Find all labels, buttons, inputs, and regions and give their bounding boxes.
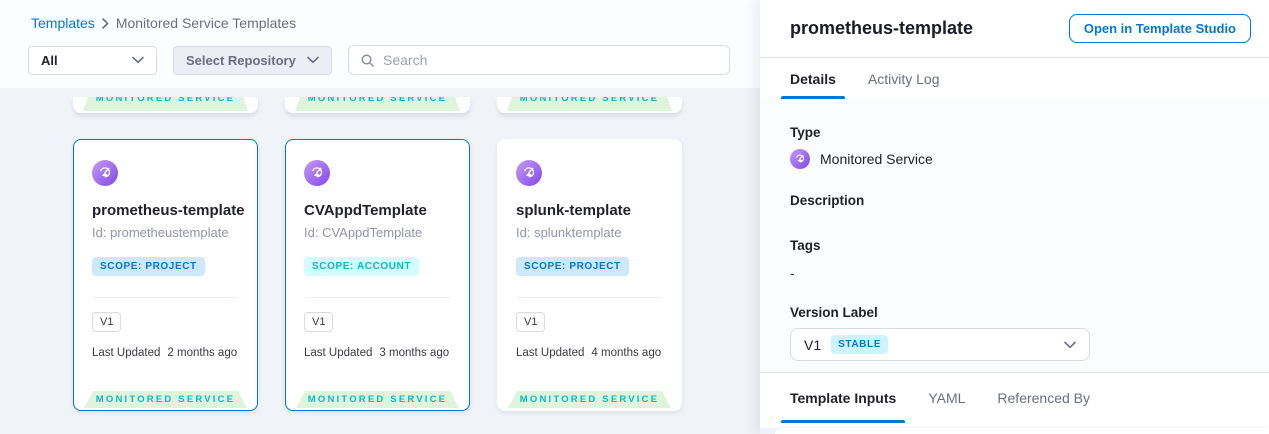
repository-filter-dropdown[interactable]: Select Repository xyxy=(173,45,332,75)
last-updated-value: 2 months ago xyxy=(167,347,238,359)
scope-badge: SCOPE: ACCOUNT xyxy=(304,257,420,276)
tab-activity-log[interactable]: Activity Log xyxy=(867,70,940,87)
chevron-right-icon xyxy=(102,17,109,29)
card-divider xyxy=(305,297,450,298)
version-select-dropdown[interactable]: V1 STABLE xyxy=(790,328,1090,361)
template-card-partial[interactable]: MONITORED SERVICE xyxy=(285,97,470,113)
last-updated: Last Updated 4 months ago xyxy=(516,347,663,359)
search-icon xyxy=(361,54,374,67)
tab-referenced-by[interactable]: Referenced By xyxy=(997,390,1091,406)
version-chip: V1 xyxy=(304,312,334,332)
breadcrumb-link-templates[interactable]: Templates xyxy=(31,15,95,31)
search-input[interactable] xyxy=(383,52,718,68)
card-title: CVAppdTemplate xyxy=(304,202,427,219)
stable-badge: STABLE xyxy=(831,335,888,354)
card-divider xyxy=(93,297,238,298)
card-footer-ribbon: MONITORED SERVICE xyxy=(507,97,672,111)
chevron-down-icon xyxy=(307,56,319,64)
panel-tabs: Details Activity Log xyxy=(760,58,1269,99)
template-card-cvappd[interactable]: CVAppdTemplate Id: CVAppdTemplate SCOPE:… xyxy=(285,139,470,411)
card-footer-ribbon: MONITORED SERVICE xyxy=(295,97,460,111)
template-details-panel: prometheus-template Open in Template Stu… xyxy=(760,0,1269,434)
last-updated-value: 4 months ago xyxy=(591,347,662,359)
tags-value: - xyxy=(790,265,795,281)
template-card-partial[interactable]: MONITORED SERVICE xyxy=(497,97,682,113)
card-footer-ribbon: MONITORED SERVICE xyxy=(508,391,671,408)
card-footer-ribbon: MONITORED SERVICE xyxy=(296,391,459,408)
monitored-service-icon xyxy=(92,160,118,186)
template-inputs-sheet xyxy=(775,428,1269,434)
panel-sub-tabs: Template Inputs YAML Referenced By xyxy=(760,373,1269,423)
last-updated-label: Last Updated xyxy=(304,347,373,359)
panel-header: prometheus-template Open in Template Stu… xyxy=(760,0,1269,58)
type-value-row: Monitored Service xyxy=(790,149,1239,169)
scope-badge: SCOPE: PROJECT xyxy=(92,257,205,276)
breadcrumb-current: Monitored Service Templates xyxy=(115,15,297,31)
card-title: splunk-template xyxy=(516,202,632,219)
template-card-partial[interactable]: MONITORED SERVICE xyxy=(73,97,258,113)
version-label: Version Label xyxy=(790,305,878,320)
tab-template-inputs[interactable]: Template Inputs xyxy=(780,373,906,423)
card-footer-ribbon: MONITORED SERVICE xyxy=(84,391,247,408)
last-updated: Last Updated 3 months ago xyxy=(304,347,451,359)
monitored-service-icon xyxy=(516,160,542,186)
monitored-service-icon xyxy=(304,160,330,186)
card-identifier: Id: prometheustemplate xyxy=(92,225,229,240)
template-card-prometheus[interactable]: prometheus-template Id: prometheustempla… xyxy=(73,139,258,411)
breadcrumb: Templates Monitored Service Templates xyxy=(31,15,296,31)
template-type-filter-value: All xyxy=(41,52,58,68)
card-title: prometheus-template xyxy=(92,202,245,219)
template-type-filter-dropdown[interactable]: All xyxy=(28,45,157,75)
tags-label: Tags xyxy=(790,238,821,253)
version-chip: V1 xyxy=(516,312,546,332)
description-label: Description xyxy=(790,193,865,208)
tab-details[interactable]: Details xyxy=(781,58,845,99)
templates-grid: MONITORED SERVICE MONITORED SERVICE MONI… xyxy=(0,88,760,434)
scope-badge: SCOPE: PROJECT xyxy=(516,257,629,276)
search-box[interactable] xyxy=(348,45,730,75)
list-header: Templates Monitored Service Templates Al… xyxy=(0,0,760,88)
type-value: Monitored Service xyxy=(820,151,933,167)
version-select-value: V1 xyxy=(804,336,822,353)
filter-bar: All Select Repository xyxy=(28,45,730,75)
details-content: Type Monitored Service Description Tags … xyxy=(760,99,1269,373)
last-updated-label: Last Updated xyxy=(516,347,585,359)
template-card-splunk[interactable]: splunk-template Id: splunktemplate SCOPE… xyxy=(497,139,682,411)
card-divider xyxy=(517,297,662,298)
panel-title: prometheus-template xyxy=(790,18,974,38)
card-footer-ribbon: MONITORED SERVICE xyxy=(83,97,248,111)
type-label: Type xyxy=(790,125,821,140)
last-updated-value: 3 months ago xyxy=(379,347,450,359)
monitored-service-icon xyxy=(790,149,810,169)
sub-tab-content-area xyxy=(760,428,1269,434)
card-identifier: Id: splunktemplate xyxy=(516,225,622,240)
version-chip: V1 xyxy=(92,312,122,332)
chevron-down-icon xyxy=(132,56,144,64)
repository-filter-value: Select Repository xyxy=(186,52,296,68)
chevron-down-icon xyxy=(1064,341,1076,348)
last-updated-label: Last Updated xyxy=(92,347,161,359)
tab-yaml[interactable]: YAML xyxy=(928,390,966,406)
open-in-template-studio-button[interactable]: Open in Template Studio xyxy=(1068,14,1251,43)
templates-list-section: Templates Monitored Service Templates Al… xyxy=(0,0,760,434)
last-updated: Last Updated 2 months ago xyxy=(92,347,239,359)
card-identifier: Id: CVAppdTemplate xyxy=(304,225,423,240)
